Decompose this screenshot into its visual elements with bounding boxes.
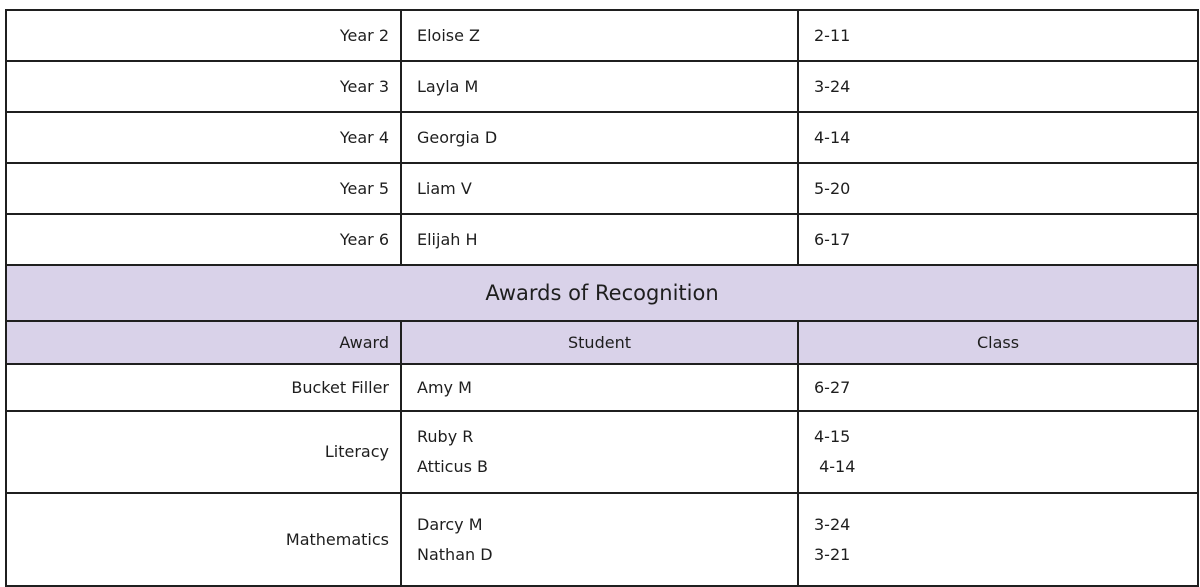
year-label-cell: Year 5 — [5, 162, 402, 215]
class-cell: 3-24 — [797, 60, 1199, 113]
table-row-year-5: Year 5 Liam V 5-20 — [5, 162, 1199, 215]
award-name-cell: Bucket Filler — [5, 363, 402, 412]
column-header-award: Award — [5, 320, 402, 365]
table-row-bucket-filler: Bucket Filler Amy M 6-27 — [5, 363, 1199, 412]
table-row-literacy: Literacy Ruby R Atticus B 4-15 4-14 — [5, 410, 1199, 494]
student-name-cell: Elijah H — [400, 213, 799, 266]
column-header-class: Class — [797, 320, 1199, 365]
class-cell: 4-15 4-14 — [797, 410, 1199, 494]
student-name-cell: Liam V — [400, 162, 799, 215]
section-title: Awards of Recognition — [5, 264, 1199, 322]
student-name-cell: Eloise Z — [400, 9, 799, 62]
student-names-cell: Ruby R Atticus B — [400, 410, 799, 494]
table-row-year-6: Year 6 Elijah H 6-17 — [5, 213, 1199, 266]
class-cell: 4-14 — [797, 111, 1199, 164]
class-cell: 5-20 — [797, 162, 1199, 215]
column-header-row: Award Student Class — [5, 320, 1199, 365]
student-names-cell: Darcy M Nathan D — [400, 492, 799, 587]
class-cell: 6-17 — [797, 213, 1199, 266]
class-cell: 3-24 3-21 — [797, 492, 1199, 587]
student-name-cell: Layla M — [400, 60, 799, 113]
table-row-year-2: Year 2 Eloise Z 2-11 — [5, 9, 1199, 62]
section-banner-row: Awards of Recognition — [5, 264, 1199, 322]
year-label-cell: Year 4 — [5, 111, 402, 164]
table-row-year-4: Year 4 Georgia D 4-14 — [5, 111, 1199, 164]
class-cell: 6-27 — [797, 363, 1199, 412]
year-label-cell: Year 2 — [5, 9, 402, 62]
awards-table: Year 2 Eloise Z 2-11 Year 3 Layla M 3-24… — [5, 9, 1199, 587]
class-cell: 2-11 — [797, 9, 1199, 62]
student-names-cell: Amy M — [400, 363, 799, 412]
award-name-cell: Mathematics — [5, 492, 402, 587]
table-row-mathematics: Mathematics Darcy M Nathan D 3-24 3-21 — [5, 492, 1199, 587]
student-name-cell: Georgia D — [400, 111, 799, 164]
year-label-cell: Year 6 — [5, 213, 402, 266]
column-header-student: Student — [400, 320, 799, 365]
year-label-cell: Year 3 — [5, 60, 402, 113]
table-row-year-3: Year 3 Layla M 3-24 — [5, 60, 1199, 113]
award-name-cell: Literacy — [5, 410, 402, 494]
